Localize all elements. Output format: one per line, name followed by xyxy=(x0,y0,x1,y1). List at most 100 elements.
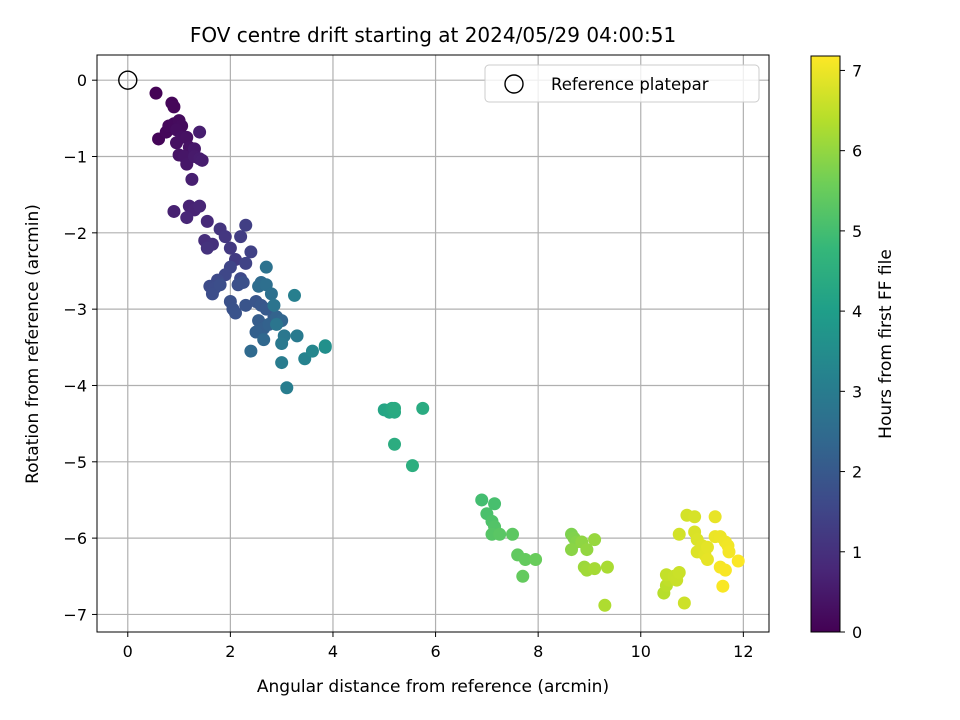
y-tick-label: 0 xyxy=(77,71,87,90)
data-point xyxy=(731,554,745,568)
data-point xyxy=(318,339,332,353)
data-point xyxy=(708,510,722,524)
data-point xyxy=(388,401,402,415)
y-tick-label: −3 xyxy=(63,300,87,319)
data-point xyxy=(267,298,281,312)
data-point xyxy=(405,459,419,473)
data-point xyxy=(193,199,207,213)
data-point xyxy=(688,510,702,524)
data-point xyxy=(598,598,612,612)
data-point xyxy=(205,287,219,301)
legend: Reference platepar xyxy=(484,64,760,103)
data-point xyxy=(518,552,532,566)
data-point xyxy=(488,497,502,511)
data-point xyxy=(195,153,209,167)
data-point xyxy=(193,125,207,139)
data-point xyxy=(239,298,253,312)
data-point xyxy=(200,241,214,255)
colorbar-tick-label: 4 xyxy=(852,302,862,321)
data-point xyxy=(388,437,402,451)
plot-frame xyxy=(96,54,770,633)
data-point xyxy=(259,260,273,274)
colorbar-tick-label: 3 xyxy=(852,382,862,401)
x-tick-label: 4 xyxy=(328,642,338,661)
data-point xyxy=(236,275,250,289)
x-tick-label: 10 xyxy=(631,642,651,661)
legend-marker-icon xyxy=(504,74,524,94)
data-point xyxy=(700,540,714,554)
colorbar-tick-label: 1 xyxy=(852,543,862,562)
data-point xyxy=(588,533,602,547)
grid-lines xyxy=(97,55,769,632)
data-point xyxy=(167,100,181,114)
y-axis-label: Rotation from reference (arcmin) xyxy=(23,204,43,484)
y-tick-label: −2 xyxy=(63,224,87,243)
data-point xyxy=(280,381,294,395)
reference-point xyxy=(118,70,138,90)
data-point xyxy=(213,278,227,292)
data-point xyxy=(244,245,258,259)
legend-box xyxy=(484,64,760,103)
y-tick-label: −1 xyxy=(63,148,87,167)
reference-marker xyxy=(118,70,138,90)
data-point xyxy=(287,288,301,302)
data-point xyxy=(305,344,319,358)
data-point xyxy=(516,569,530,583)
data-point xyxy=(718,563,732,577)
colorbar-tick-label: 5 xyxy=(852,222,862,241)
data-point xyxy=(180,130,194,144)
data-point xyxy=(580,543,594,557)
chart-title: FOV centre drift starting at 2024/05/29 … xyxy=(190,23,676,47)
colorbar-tick-label: 2 xyxy=(852,463,862,482)
data-point xyxy=(239,218,253,232)
x-axis-label: Angular distance from reference (arcmin) xyxy=(257,677,609,697)
data-point xyxy=(475,493,489,507)
data-point xyxy=(506,527,520,541)
data-point xyxy=(229,306,243,320)
y-tick-label: −7 xyxy=(63,605,87,624)
colorbar-tick-label: 6 xyxy=(852,142,862,161)
data-point xyxy=(700,552,714,566)
legend-label: Reference platepar xyxy=(551,75,709,94)
data-point xyxy=(257,333,271,347)
colorbar-tick-label: 0 xyxy=(852,623,862,642)
colorbar-gradient xyxy=(810,55,841,633)
data-point xyxy=(223,241,237,255)
data-point xyxy=(672,527,686,541)
data-point xyxy=(218,230,232,244)
data-points xyxy=(149,86,745,612)
data-point xyxy=(270,317,284,331)
data-point xyxy=(244,344,258,358)
data-point xyxy=(149,86,163,100)
data-point xyxy=(170,136,184,150)
data-point xyxy=(180,211,194,225)
colorbar-tick-label: 7 xyxy=(852,61,862,80)
data-point xyxy=(234,230,248,244)
data-point xyxy=(264,287,278,301)
colorbar: 0 1 2 3 4 5 6 7 Hours from first FF file xyxy=(810,55,896,642)
y-tick-label: −6 xyxy=(63,529,87,548)
data-point xyxy=(677,596,691,610)
data-point xyxy=(600,560,614,574)
data-point xyxy=(200,214,214,228)
data-point xyxy=(565,543,579,557)
x-tick-label: 0 xyxy=(123,642,133,661)
data-point xyxy=(588,562,602,576)
data-point xyxy=(275,356,289,370)
y-axis: 0 −1 −2 −3 −4 −5 −6 −7 xyxy=(63,71,97,624)
data-point xyxy=(167,204,181,218)
x-tick-label: 8 xyxy=(533,642,543,661)
colorbar-ticks: 0 1 2 3 4 5 6 7 xyxy=(840,61,862,642)
data-point xyxy=(493,527,507,541)
colorbar-label: Hours from first FF file xyxy=(876,249,896,439)
data-point xyxy=(185,172,199,186)
x-axis: 0 2 4 6 8 10 12 xyxy=(123,632,754,661)
data-point xyxy=(716,579,730,593)
data-point xyxy=(672,565,686,579)
data-point xyxy=(722,545,736,559)
data-point xyxy=(416,401,430,415)
data-point xyxy=(529,552,543,566)
data-point xyxy=(275,337,289,350)
x-tick-label: 12 xyxy=(733,642,753,661)
